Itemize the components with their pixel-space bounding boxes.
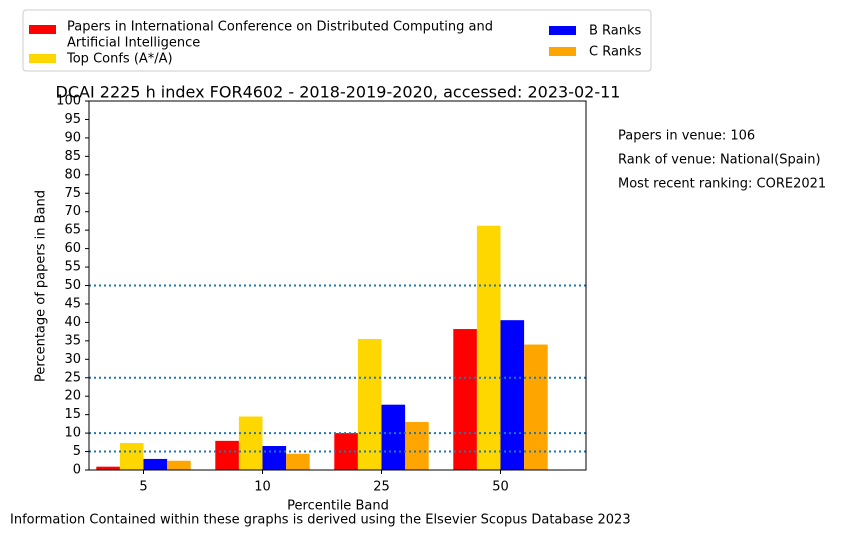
bar-top-confs-band-50 [476, 225, 501, 470]
y-tick-label: 35 [64, 333, 81, 348]
bar-c-ranks-band-10 [286, 453, 310, 470]
most-recent-ranking: Most recent ranking: CORE2021 [618, 177, 826, 192]
bar-venue-band-10 [215, 440, 239, 470]
footer-note: Information Contained within these graph… [10, 513, 631, 528]
y-axis-label: Percentage of papers in Band [34, 190, 49, 382]
legend-label-venue-line1: Papers in International Conference on Di… [67, 20, 493, 35]
y-tick-label: 80 [64, 167, 81, 182]
rank-of-venue: Rank of venue: National(Spain) [618, 153, 821, 168]
y-tick-label: 10 [64, 426, 81, 441]
bar-c-ranks-band-25 [405, 422, 429, 470]
bar-top-confs-band-5 [119, 443, 144, 470]
y-tick-label: 75 [64, 186, 81, 201]
y-tick-label: 40 [64, 315, 81, 330]
legend-label-c-ranks: C Ranks [589, 45, 642, 60]
legend-frame [22, 9, 652, 72]
x-axis-ticks: 5 10 25 50 [139, 470, 509, 495]
bar-c-ranks-band-50 [524, 344, 548, 470]
bars-layer [96, 225, 548, 470]
y-tick-label: 65 [64, 223, 81, 238]
x-tick-label: 10 [254, 480, 271, 495]
y-tick-label: 25 [64, 370, 81, 385]
bar-b-ranks-band-50 [500, 320, 525, 470]
legend-swatch-venue [29, 25, 56, 34]
bar-b-ranks-band-5 [143, 458, 168, 470]
legend: Papers in International Conference on Di… [22, 9, 652, 72]
bar-top-confs-band-25 [357, 339, 382, 470]
y-tick-label: 95 [64, 112, 81, 127]
bar-b-ranks-band-25 [381, 404, 406, 470]
legend-swatch-c-ranks [549, 47, 576, 56]
y-axis-ticks: 0 5 10 15 20 25 30 35 40 45 50 55 60 65 70 75 80 85 90 95 10… [56, 94, 89, 478]
bar-c-ranks-band-5 [167, 460, 191, 470]
y-tick-label: 50 [64, 278, 81, 293]
x-axis-label: Percentile Band [287, 499, 389, 514]
bar-b-ranks-band-10 [262, 446, 287, 470]
chart-title: DCAI 2225 h index FOR4602 - 2018-2019-20… [56, 83, 621, 102]
bar-venue-band-50 [453, 329, 477, 470]
y-tick-label: 45 [64, 296, 81, 311]
y-tick-label: 70 [64, 204, 81, 219]
legend-label-venue-line2: Artificial Intelligence [67, 36, 200, 51]
y-tick-label: 85 [64, 149, 81, 164]
y-tick-label: 55 [64, 260, 81, 275]
x-tick-label: 25 [373, 480, 390, 495]
y-tick-label: 30 [64, 352, 81, 367]
y-tick-label: 20 [64, 389, 81, 404]
y-tick-label: 60 [64, 241, 81, 256]
legend-swatch-b-ranks [549, 26, 576, 35]
legend-swatch-top-confs [29, 54, 56, 63]
y-tick-label: 0 [73, 463, 81, 478]
plot-frame [88, 100, 587, 471]
y-tick-label: 100 [56, 94, 81, 109]
y-tick-label: 5 [73, 444, 81, 459]
y-tick-label: 90 [64, 130, 81, 145]
bar-venue-band-25 [334, 433, 358, 470]
papers-in-venue: Papers in venue: 106 [618, 129, 755, 144]
y-tick-label: 15 [64, 407, 81, 422]
bar-top-confs-band-10 [238, 416, 263, 470]
legend-label-top-confs: Top Confs (A*/A) [66, 52, 173, 67]
legend-label-b-ranks: B Ranks [589, 24, 642, 39]
bar-venue-band-5 [96, 466, 120, 470]
x-tick-label: 50 [492, 480, 509, 495]
x-tick-label: 5 [139, 480, 147, 495]
